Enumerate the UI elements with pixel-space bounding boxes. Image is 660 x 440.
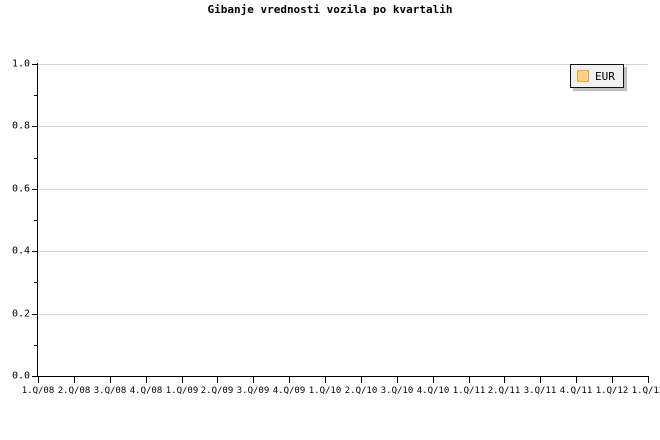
y-tick-minor <box>34 282 38 284</box>
x-tick <box>397 377 398 383</box>
y-axis-label: 0.0 <box>11 370 30 382</box>
y-axis-label: 0.6 <box>11 183 30 195</box>
gridline <box>38 188 648 190</box>
x-tick <box>361 377 362 383</box>
gridline <box>38 64 648 65</box>
x-tick <box>504 377 505 383</box>
x-axis-label: 1.Q/11 <box>452 386 486 396</box>
x-tick <box>38 377 39 383</box>
y-tick-major <box>32 126 38 128</box>
x-axis-label: 2.Q/09 <box>200 386 234 396</box>
y-tick-minor <box>34 220 38 221</box>
x-axis-label: 1.Q/10 <box>308 386 342 396</box>
y-tick-major <box>32 313 38 315</box>
x-tick <box>469 377 470 383</box>
y-tick-minor <box>34 157 38 159</box>
y-axis-label: 0.2 <box>11 308 30 320</box>
x-tick <box>648 377 649 383</box>
x-tick <box>289 377 290 383</box>
legend-swatch-eur <box>577 70 589 82</box>
x-axis-label: 2.Q/11 <box>487 386 521 396</box>
chart-title: Gibanje vrednosti vozila po kvartalih <box>207 3 453 16</box>
x-axis-label: 3.Q/08 <box>93 386 127 396</box>
y-tick-major <box>32 188 38 190</box>
y-axis-label: 0.4 <box>11 245 30 257</box>
gridline <box>38 126 648 128</box>
x-tick <box>217 377 218 383</box>
x-axis-label: 1.Q/09 <box>165 386 199 396</box>
x-axis-label: 1.Q/12 <box>631 386 660 396</box>
x-axis-line <box>37 376 649 377</box>
plot-area <box>38 64 648 376</box>
chart-legend[interactable]: EUR <box>570 64 624 88</box>
y-axis-label: 0.8 <box>11 120 30 132</box>
y-tick-major <box>32 64 38 65</box>
y-tick-major <box>32 376 38 377</box>
x-axis-label: 2.Q/10 <box>344 386 378 396</box>
x-axis-label: 3.Q/11 <box>523 386 557 396</box>
x-tick <box>253 377 254 383</box>
x-axis-label: 3.Q/09 <box>236 386 270 396</box>
gridline <box>38 313 648 315</box>
legend-label-eur: EUR <box>595 69 615 83</box>
x-axis-label: 4.Q/10 <box>416 386 450 396</box>
x-axis-label: 4.Q/09 <box>272 386 306 396</box>
x-tick <box>576 377 577 383</box>
x-tick <box>433 377 434 383</box>
y-tick-minor <box>34 95 38 97</box>
y-tick-minor <box>34 344 38 346</box>
y-axis-ticks: 0.0 0.2 0.4 0.6 0.8 1.0 <box>0 0 38 440</box>
y-axis-label: 1.0 <box>11 58 30 70</box>
x-tick <box>74 377 75 383</box>
x-axis-label: 4.Q/08 <box>129 386 163 396</box>
x-tick <box>146 377 147 383</box>
x-axis-label: 2.Q/08 <box>57 386 91 396</box>
x-axis-label: 1.Q/08 <box>21 386 55 396</box>
x-axis-label: 3.Q/10 <box>380 386 414 396</box>
x-tick <box>612 377 613 383</box>
gridline <box>38 251 648 253</box>
x-axis-label: 4.Q/11 <box>559 386 593 396</box>
y-tick-major <box>32 251 38 253</box>
x-tick <box>325 377 326 383</box>
x-tick <box>110 377 111 383</box>
x-tick <box>182 377 183 383</box>
x-axis-label: 1.Q/12 <box>595 386 629 396</box>
x-tick <box>540 377 541 383</box>
